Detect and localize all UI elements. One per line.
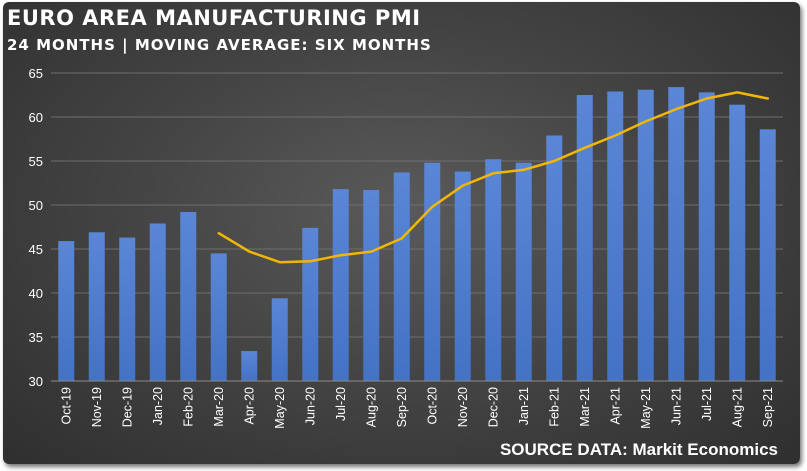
y-tick-label: 50 bbox=[29, 198, 43, 213]
x-tick-label: Jul-21 bbox=[700, 387, 714, 421]
bar bbox=[668, 87, 685, 381]
x-tick-label: Jul-20 bbox=[334, 387, 348, 421]
chart-panel: EURO AREA MANUFACTURING PMI 24 MONTHS | … bbox=[3, 2, 800, 464]
bar bbox=[210, 253, 227, 381]
bar bbox=[332, 189, 349, 381]
bar bbox=[698, 92, 715, 382]
bar bbox=[241, 351, 258, 381]
x-tick-label: Oct-20 bbox=[425, 387, 439, 425]
y-tick-label: 65 bbox=[29, 66, 43, 81]
bar bbox=[607, 91, 624, 381]
x-tick-label: Jan-20 bbox=[151, 387, 165, 425]
y-tick-label: 35 bbox=[29, 330, 43, 345]
x-tick-label: Apr-21 bbox=[608, 387, 622, 425]
bar bbox=[546, 135, 563, 381]
y-tick-label: 30 bbox=[29, 374, 43, 389]
x-tick-label: Dec-20 bbox=[486, 387, 500, 427]
bar bbox=[637, 89, 654, 381]
bar bbox=[88, 232, 105, 381]
bar bbox=[729, 104, 746, 382]
x-tick-label: Feb-21 bbox=[547, 387, 561, 427]
x-tick-label: Jun-20 bbox=[303, 387, 317, 425]
bar bbox=[454, 171, 471, 381]
bar bbox=[424, 162, 441, 381]
y-tick-label: 45 bbox=[29, 242, 43, 257]
x-tick-label: Feb-20 bbox=[181, 387, 195, 427]
bar bbox=[302, 227, 319, 381]
bar bbox=[180, 212, 197, 381]
pmi-chart: 30 35 40 45 50 55 60 65 Oct-19 Nov-19 Dec-19 Jan-2… bbox=[29, 66, 783, 429]
bar bbox=[515, 162, 532, 381]
bar-series bbox=[58, 87, 776, 382]
x-tick-label: Jun-21 bbox=[669, 387, 683, 425]
x-tick-label: Oct-19 bbox=[59, 387, 73, 425]
x-tick-label: Mar-20 bbox=[212, 387, 226, 427]
bar bbox=[576, 95, 593, 381]
chart-title: EURO AREA MANUFACTURING PMI bbox=[7, 6, 421, 30]
x-tick-label: May-20 bbox=[273, 387, 287, 429]
bar bbox=[119, 237, 136, 381]
chart-subtitle: 24 MONTHS | MOVING AVERAGE: SIX MONTHS bbox=[7, 36, 432, 54]
x-tick-label: Apr-20 bbox=[242, 387, 256, 425]
x-tick-label: Aug-21 bbox=[730, 387, 744, 427]
y-axis: 30 35 40 45 50 55 60 65 bbox=[29, 66, 43, 389]
bar bbox=[363, 190, 380, 381]
x-tick-label: Sep-20 bbox=[395, 387, 409, 427]
y-tick-label: 40 bbox=[29, 286, 43, 301]
x-tick-label: Jan-21 bbox=[517, 387, 531, 425]
moving-average-line bbox=[217, 91, 770, 264]
x-tick-label: Dec-19 bbox=[120, 387, 134, 427]
bar bbox=[271, 298, 288, 381]
x-tick-label: May-21 bbox=[639, 387, 653, 429]
y-tick-label: 60 bbox=[29, 110, 43, 125]
bar bbox=[485, 159, 502, 381]
x-tick-label: Nov-20 bbox=[456, 387, 470, 427]
moving-average-series bbox=[217, 91, 770, 264]
bar bbox=[149, 223, 166, 381]
x-tick-label: Nov-19 bbox=[90, 387, 104, 427]
x-tick-label: Mar-21 bbox=[578, 387, 592, 427]
y-tick-label: 55 bbox=[29, 154, 43, 169]
bar bbox=[58, 241, 75, 381]
bar bbox=[759, 129, 776, 381]
x-tick-label: Sep-21 bbox=[761, 387, 775, 427]
x-axis: Oct-19 Nov-19 Dec-19 Jan-20 Feb-20 Mar-20 Apr-… bbox=[51, 380, 783, 429]
x-tick-label: Aug-20 bbox=[364, 387, 378, 427]
source-note: SOURCE DATA: Markit Economics bbox=[499, 440, 778, 459]
bar bbox=[393, 172, 410, 381]
